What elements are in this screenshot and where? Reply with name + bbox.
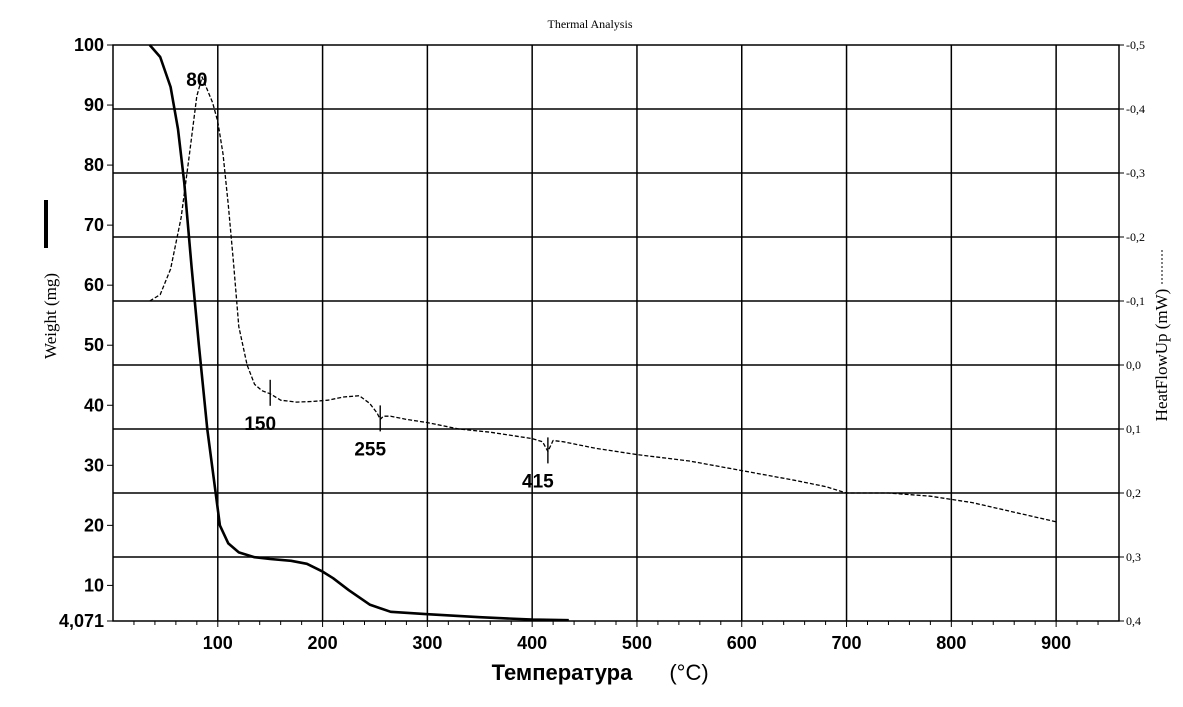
peak-annotation: 80 [186, 70, 207, 91]
y-left-tick-label: 50 [84, 335, 104, 355]
y-right-tick-label: -0,4 [1126, 102, 1145, 116]
x-tick-label: 700 [832, 633, 862, 653]
y-left-tick-label: 10 [84, 575, 104, 595]
y-left-tick-label: 70 [84, 215, 104, 235]
y-right-tick-label: 0,3 [1126, 550, 1141, 564]
series-layer [148, 44, 1057, 622]
peak-annotation: 255 [354, 439, 386, 460]
x-tick-label: 800 [936, 633, 966, 653]
x-tick-label: 400 [517, 633, 547, 653]
y-axis-right-label: HeatFlowUp (mW) [1152, 289, 1171, 422]
x-tick-label: 900 [1041, 633, 1071, 653]
y-right-tick-label: -0,1 [1126, 294, 1145, 308]
heatflow-series-line [149, 76, 1057, 523]
x-axis-label: Температура [492, 660, 633, 685]
weight-series-line [148, 44, 569, 622]
y-right-tick-label: 0,2 [1126, 486, 1141, 500]
y-left-tick-label: 20 [84, 515, 104, 535]
y-right-tick-label: -0,2 [1126, 230, 1145, 244]
plot-frame [112, 44, 1120, 622]
x-tick-label: 300 [412, 633, 442, 653]
peak-annotation: 415 [522, 471, 554, 492]
y-right-tick-label: -0,3 [1126, 166, 1145, 180]
y-left-tick-label: 30 [84, 455, 104, 475]
chart-title: Thermal Analysis [548, 17, 633, 31]
y-left-tick-label: 4,071 [59, 611, 104, 631]
grid [113, 45, 1119, 621]
y-left-tick-label: 40 [84, 395, 104, 415]
x-tick-label: 100 [203, 633, 233, 653]
x-tick-label: 600 [727, 633, 757, 653]
y-axis-left-label: Weight (mg) [41, 273, 60, 359]
y-right-tick-label: 0,1 [1126, 422, 1141, 436]
y-left-tick-label: 80 [84, 155, 104, 175]
annotation-markers [269, 379, 549, 464]
x-tick-label: 500 [622, 633, 652, 653]
y-left-tick-label: 90 [84, 95, 104, 115]
peak-annotation: 150 [244, 414, 276, 435]
tick-labels: 100 200 300 400 500 600 700 800 900 100 90 80 70 60 50… [59, 35, 1145, 653]
y-right-tick-label: -0,5 [1126, 38, 1145, 52]
y-right-tick-label: 0,0 [1126, 358, 1141, 372]
y-left-tick-label: 60 [84, 275, 104, 295]
x-tick-label: 200 [308, 633, 338, 653]
y-right-tick-label: 0,4 [1126, 614, 1141, 628]
x-axis-unit: (°C) [669, 660, 708, 685]
annotations: 80 150 255 415 [186, 70, 554, 492]
y-left-tick-label: 100 [74, 35, 104, 55]
